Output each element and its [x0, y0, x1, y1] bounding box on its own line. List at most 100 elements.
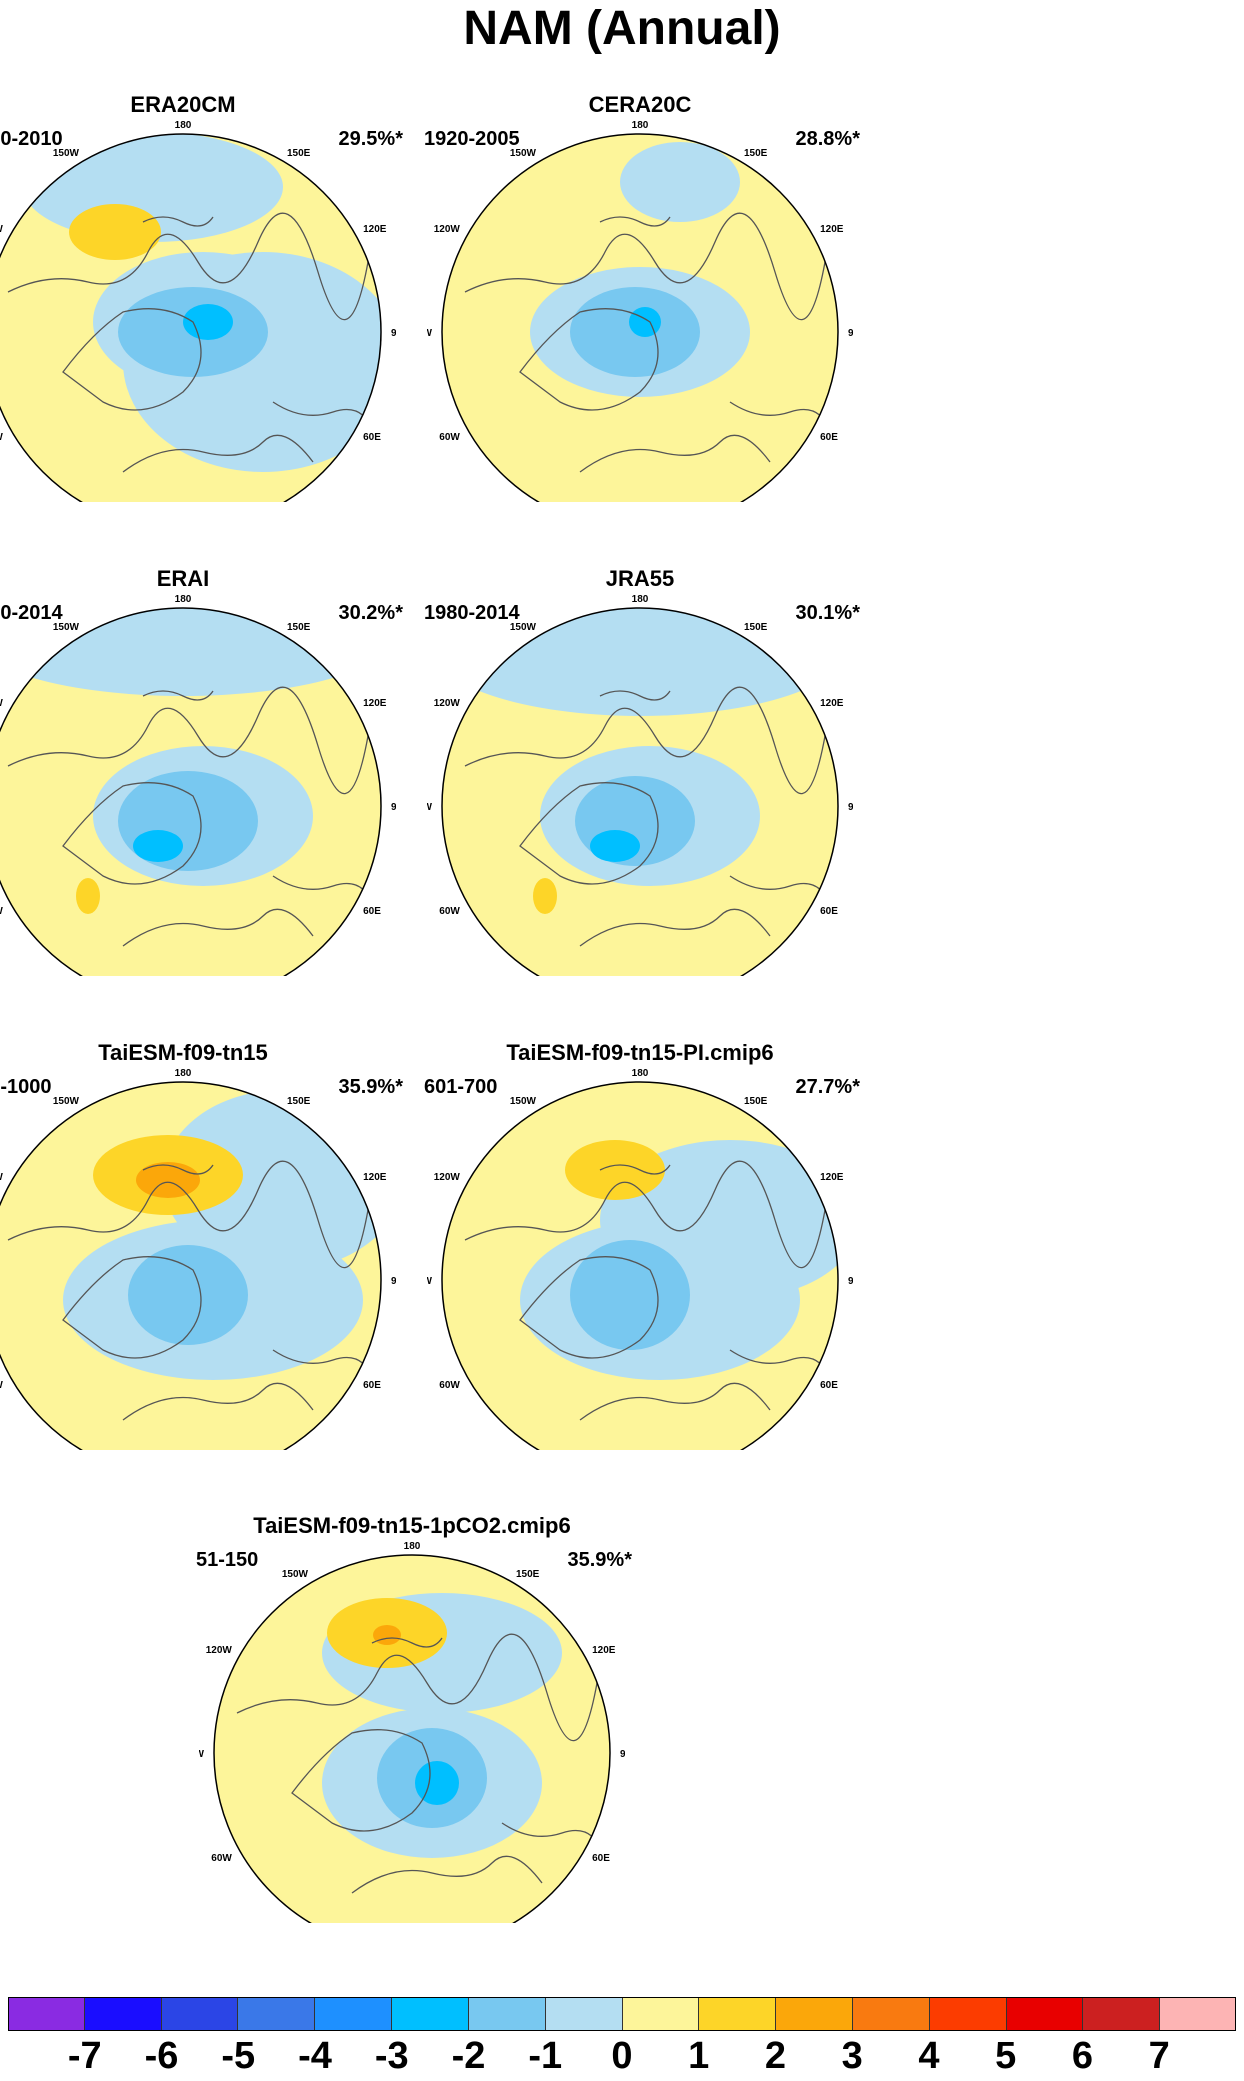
longitude-label: 150E: [287, 148, 311, 159]
longitude-label: 60E: [820, 906, 838, 917]
longitude-label: 60E: [820, 432, 838, 443]
longitude-label: 60E: [363, 432, 381, 443]
anomaly-contour: [570, 1240, 690, 1350]
longitude-label: 120W: [0, 698, 3, 709]
colorbar-tick-label: 4: [918, 2035, 940, 2077]
colorbar-swatch: [776, 1997, 853, 2031]
colorbar-tick-label: -3: [374, 2035, 409, 2077]
anomaly-contour: [133, 830, 183, 862]
longitude-label: 180: [632, 594, 649, 605]
colorbar-tick-label: -6: [144, 2035, 179, 2077]
longitude-label: 150W: [53, 148, 80, 159]
longitude-label: 90W: [427, 802, 433, 813]
longitude-label: 150W: [53, 622, 80, 633]
colorbar-swatch: [1160, 1997, 1236, 2031]
colorbar-tick-label: 2: [764, 2035, 787, 2077]
colorbar-swatch: [392, 1997, 469, 2031]
anomaly-contour: [590, 830, 640, 862]
colorbar-swatch: [852, 1997, 930, 2031]
polar-map: 180150E120E90E60E30E030W60W90W120W150W: [0, 594, 396, 976]
longitude-label: 90E: [848, 1276, 853, 1287]
panel-title: JRA55: [605, 566, 675, 591]
coastline: [7, 1160, 374, 1421]
longitude-label: 120W: [206, 1645, 233, 1656]
colorbar-swatch: [929, 1997, 1007, 2031]
longitude-label: 90W: [427, 1276, 433, 1287]
anomaly-contour: [620, 142, 740, 222]
panel-period: 1920-2010: [0, 128, 63, 150]
coastline: [464, 212, 831, 473]
colorbar-tick-label: -1: [528, 2035, 563, 2077]
polar-map: 180150E120E90E60E30E030W60W90W120W150W: [427, 1068, 853, 1450]
polar-map: 180150E120E90E60E30E030W60W90W120W150W: [199, 1541, 625, 1923]
polar-map: 180150E120E90E60E30E030W60W90W120W150W: [0, 1068, 396, 1450]
map-border: [0, 607, 382, 976]
longitude-label: 60W: [211, 1853, 232, 1864]
colorbar-swatch: [238, 1997, 316, 2031]
longitude-label: 150W: [53, 1096, 80, 1107]
colorbar-swatch: [545, 1997, 623, 2031]
coastline: [464, 1160, 831, 1421]
panel-title: TaiESM-f09-tn15: [98, 1040, 268, 1065]
colorbar-tick-label: -7: [67, 2035, 102, 2077]
longitude-label: 120E: [363, 224, 387, 235]
colorbar-labels: -7 -6 -5 -4 -3 -2 -1 0 1 2 3 4 5 6 7: [8, 2036, 1236, 2076]
anomaly-contour: [69, 204, 161, 260]
colorbar-swatch: [622, 1997, 700, 2031]
panel-period: 1980-2014: [424, 602, 520, 624]
panel-title: TaiESM-f09-tn15-1pCO2.cmip6: [253, 1513, 571, 1538]
longitude-label: 60E: [363, 1380, 381, 1391]
longitude-label: 120W: [434, 1172, 461, 1183]
coastline: [464, 686, 831, 947]
colorbar-tick-label: 1: [688, 2035, 710, 2077]
colorbar-tick-label: -2: [451, 2035, 486, 2077]
map-border: [0, 133, 382, 502]
longitude-label: 120W: [0, 224, 3, 235]
longitude-label: 150E: [744, 148, 768, 159]
colorbar-tick-label: -4: [298, 2035, 332, 2077]
longitude-label: 120W: [0, 1172, 3, 1183]
longitude-label: 180: [632, 120, 649, 131]
panel-variance-percent: 29.5%*: [338, 128, 404, 150]
longitude-label: 150E: [744, 622, 768, 633]
colorbar-tick-label: -5: [221, 2035, 256, 2077]
longitude-label: 60W: [439, 906, 460, 917]
polar-map: 180150E120E90E60E30E030W60W90W120W150W: [427, 594, 853, 976]
longitude-label: 90E: [391, 1276, 396, 1287]
longitude-label: 90E: [620, 1749, 625, 1760]
map-panel: TaiESM-f09-tn15-1pCO2.cmip6 51-150 35.9%* 1…: [196, 1513, 632, 1963]
colorbar-tick-label: 5: [995, 2035, 1017, 2077]
colorbar-swatch: [84, 1997, 162, 2031]
panel-period: 901-1000: [0, 1076, 52, 1098]
longitude-label: 180: [632, 1068, 649, 1079]
colorbar-swatch: [315, 1997, 393, 2031]
longitude-label: 150W: [510, 1096, 537, 1107]
longitude-label: 90E: [848, 802, 853, 813]
anomaly-contour: [76, 878, 100, 914]
colorbar-tick-label: 6: [1071, 2035, 1094, 2077]
anomaly-contour: [629, 307, 661, 337]
colorbar: [8, 1997, 1236, 2031]
colorbar-swatch: [468, 1997, 546, 2031]
map-border: [0, 1081, 382, 1450]
map-panel: TaiESM-f09-tn15-PI.cmip6 601-700 27.7%* 180…: [424, 1040, 860, 1490]
longitude-label: 60E: [592, 1853, 610, 1864]
longitude-label: 90W: [427, 328, 433, 339]
panel-variance-percent: 35.9%*: [567, 1549, 633, 1571]
panel-period: 1980-2014: [0, 602, 63, 624]
colorbar-swatch: [1006, 1997, 1084, 2031]
anomaly-contour: [0, 608, 381, 696]
anomaly-contour: [373, 1625, 401, 1645]
colorbar-tick-label: 7: [1148, 2035, 1170, 2077]
longitude-label: 150W: [510, 622, 537, 633]
panel-variance-percent: 30.1%*: [795, 602, 861, 624]
anomaly-contour: [136, 1162, 200, 1198]
longitude-label: 120W: [434, 224, 461, 235]
colorbar-swatch: [1083, 1997, 1161, 2031]
longitude-label: 180: [175, 120, 192, 131]
longitude-label: 60W: [439, 1380, 460, 1391]
panel-variance-percent: 35.9%*: [338, 1076, 404, 1098]
colorbar-tick-label: 0: [611, 2035, 633, 2077]
map-border: [441, 607, 839, 976]
panel-title: ERAI: [156, 566, 210, 591]
